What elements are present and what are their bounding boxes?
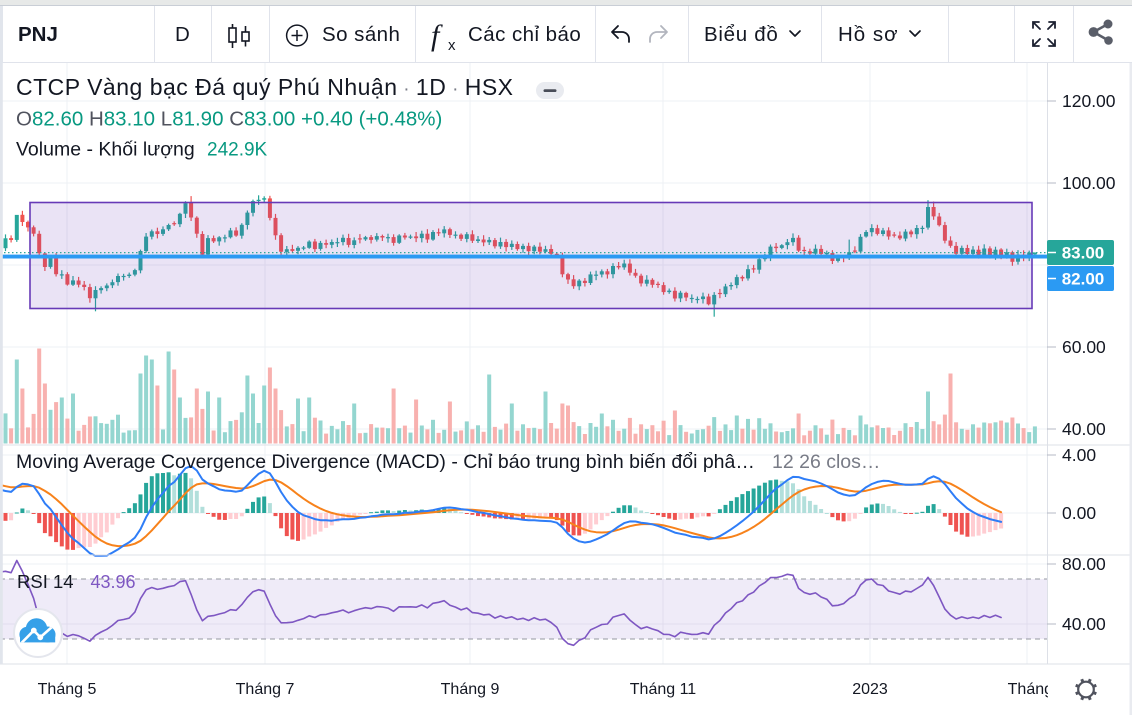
svg-text:40.00: 40.00: [1062, 614, 1106, 634]
svg-text:f: f: [431, 19, 443, 52]
svg-text:100.00: 100.00: [1062, 173, 1116, 193]
svg-text:Tháng 7: Tháng 7: [236, 681, 295, 698]
svg-text:60.00: 60.00: [1062, 337, 1106, 357]
svg-text:82.00: 82.00: [1062, 270, 1105, 289]
svg-text:x: x: [448, 37, 456, 54]
svg-text:242.9K: 242.9K: [207, 140, 268, 161]
svg-text:43.96: 43.96: [91, 572, 136, 592]
svg-text:80.00: 80.00: [1062, 554, 1106, 574]
svg-text:40.00: 40.00: [1062, 419, 1106, 439]
svg-text:0.00: 0.00: [1062, 503, 1096, 523]
svg-text:O82.60 H83.10 L81.90 C83.00 +0: O82.60 H83.10 L81.90 C83.00 +0.40 (+0.48…: [16, 108, 442, 131]
svg-text:2023: 2023: [852, 681, 888, 698]
svg-text:Moving Average Covergence Dive: Moving Average Covergence Divergence (MA…: [16, 451, 755, 473]
svg-text:CTCP Vàng bạc Đá quý Phú Nhuận: CTCP Vàng bạc Đá quý Phú Nhuận · 1D · HS…: [16, 74, 514, 100]
svg-text:Tháng 9: Tháng 9: [441, 681, 500, 698]
svg-text:Volume - Khối lượng: Volume - Khối lượng: [16, 139, 195, 161]
svg-text:83.00: 83.00: [1062, 244, 1105, 263]
svg-text:RSI 14: RSI 14: [17, 571, 74, 592]
svg-text:Tháng 5: Tháng 5: [38, 681, 97, 698]
svg-text:4.00: 4.00: [1062, 445, 1096, 465]
svg-text:Tháng 11: Tháng 11: [630, 681, 697, 698]
svg-text:12 26 clos…: 12 26 clos…: [772, 451, 880, 473]
svg-text:120.00: 120.00: [1062, 91, 1116, 111]
